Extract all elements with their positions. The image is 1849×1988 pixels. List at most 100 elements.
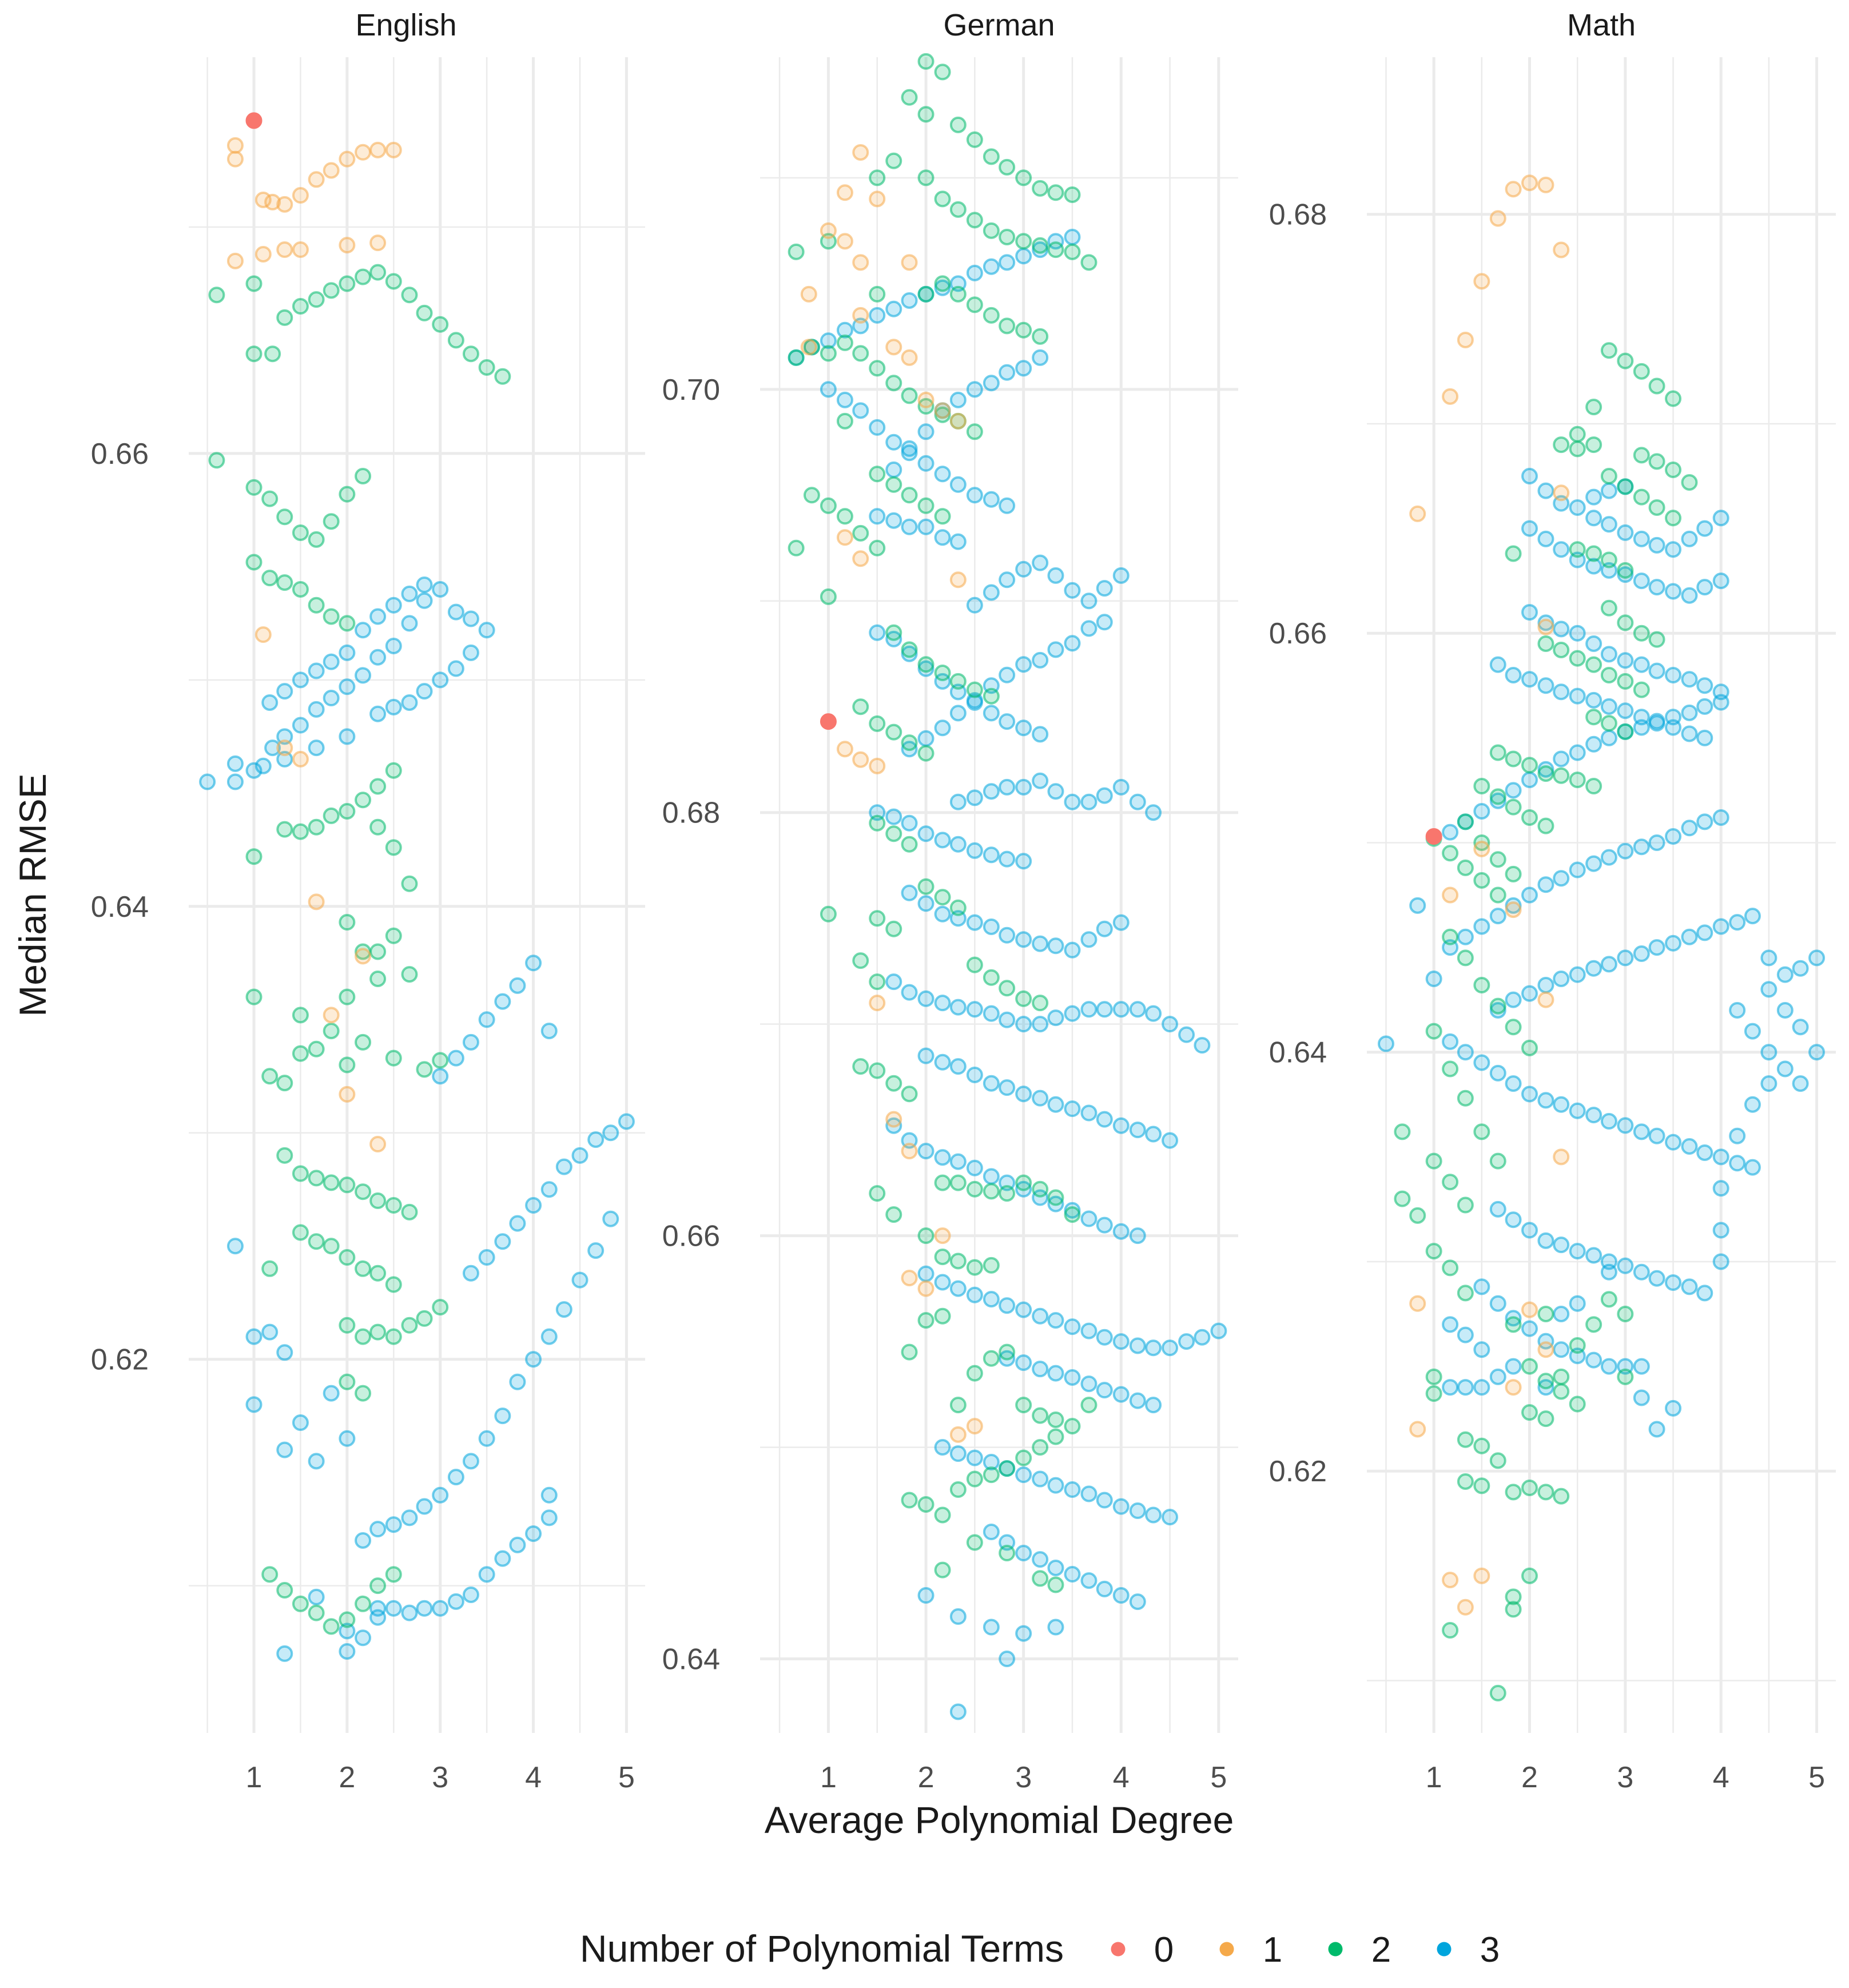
point-terms-3 bbox=[1600, 1113, 1617, 1130]
point-terms-3 bbox=[276, 728, 293, 745]
point-terms-2 bbox=[869, 1062, 886, 1079]
point-terms-2 bbox=[385, 762, 402, 779]
point-terms-3 bbox=[1600, 482, 1617, 499]
point-terms-2 bbox=[1489, 788, 1506, 805]
point-terms-3 bbox=[1409, 897, 1426, 914]
point-terms-3 bbox=[509, 1536, 526, 1553]
point-terms-3 bbox=[462, 1033, 479, 1051]
point-terms-2 bbox=[355, 1183, 372, 1200]
point-terms-1 bbox=[1489, 210, 1506, 227]
point-terms-2 bbox=[966, 1534, 983, 1551]
point-terms-2 bbox=[261, 1068, 279, 1085]
point-terms-3 bbox=[1112, 914, 1130, 931]
point-terms-2 bbox=[339, 1176, 356, 1194]
point-terms-2 bbox=[1047, 1189, 1064, 1206]
point-terms-2 bbox=[1064, 186, 1081, 203]
point-terms-3 bbox=[934, 905, 951, 923]
point-terms-3 bbox=[917, 423, 935, 440]
point-terms-3 bbox=[1047, 567, 1064, 584]
point-terms-3 bbox=[983, 1291, 1000, 1308]
point-terms-2 bbox=[385, 1196, 402, 1214]
point-terms-3 bbox=[1032, 1470, 1049, 1488]
point-terms-1 bbox=[369, 234, 387, 252]
point-terms-2 bbox=[1032, 180, 1049, 197]
point-terms-3 bbox=[1681, 530, 1698, 547]
point-terms-3 bbox=[1569, 1295, 1586, 1312]
point-terms-3 bbox=[966, 381, 983, 398]
point-terms-3 bbox=[447, 1469, 464, 1486]
point-terms-2 bbox=[1457, 1285, 1474, 1302]
point-terms-1 bbox=[852, 144, 869, 161]
point-terms-3 bbox=[602, 1210, 619, 1227]
point-terms-3 bbox=[245, 1396, 263, 1413]
point-terms-3 bbox=[1145, 804, 1162, 821]
point-terms-3 bbox=[949, 1703, 967, 1720]
point-terms-3 bbox=[934, 529, 951, 546]
point-terms-2 bbox=[1553, 641, 1570, 658]
point-terms-3 bbox=[1015, 560, 1032, 578]
y-tick-label: 0.64 bbox=[662, 1643, 720, 1676]
data-points bbox=[1377, 174, 1826, 1701]
point-terms-2 bbox=[1521, 1404, 1538, 1421]
legend-key-2 bbox=[1328, 1942, 1343, 1957]
point-terms-3 bbox=[1681, 928, 1698, 945]
point-terms-2 bbox=[1585, 778, 1603, 795]
point-terms-3 bbox=[1442, 1379, 1459, 1396]
point-terms-3 bbox=[1047, 1477, 1064, 1494]
point-terms-3 bbox=[1096, 787, 1113, 804]
point-terms-3 bbox=[276, 683, 293, 700]
point-terms-2 bbox=[339, 1249, 356, 1266]
point-terms-3 bbox=[1015, 1016, 1032, 1033]
point-terms-2 bbox=[292, 1595, 309, 1612]
point-terms-1 bbox=[1537, 1341, 1554, 1358]
point-terms-3 bbox=[1553, 1306, 1570, 1322]
point-terms-3 bbox=[1129, 1392, 1146, 1409]
point-terms-3 bbox=[1145, 1397, 1162, 1414]
point-terms-2 bbox=[917, 878, 935, 895]
point-terms-2 bbox=[1457, 1196, 1474, 1214]
point-terms-2 bbox=[1032, 1439, 1049, 1456]
point-terms-2 bbox=[323, 513, 340, 530]
point-terms-3 bbox=[1712, 1222, 1729, 1239]
point-terms-3 bbox=[966, 842, 983, 859]
point-terms-1 bbox=[949, 1426, 967, 1443]
point-terms-3 bbox=[478, 622, 495, 639]
point-terms-3 bbox=[1585, 735, 1603, 753]
point-terms-2 bbox=[355, 1385, 372, 1402]
panel-english: English 1 2 3 4 5 0.62 0.64 0.66 bbox=[91, 8, 645, 1794]
point-terms-3 bbox=[1129, 1122, 1146, 1139]
point-terms-3 bbox=[983, 1524, 1000, 1541]
point-terms-2 bbox=[1505, 1484, 1522, 1501]
point-terms-3 bbox=[1553, 1096, 1570, 1113]
point-terms-3 bbox=[1600, 1358, 1617, 1375]
point-terms-3 bbox=[1585, 1107, 1603, 1124]
point-terms-1 bbox=[901, 1270, 918, 1287]
point-terms-2 bbox=[245, 479, 263, 496]
point-terms-3 bbox=[1096, 1329, 1113, 1346]
point-terms-3 bbox=[1112, 1223, 1130, 1240]
point-terms-2 bbox=[1665, 390, 1682, 407]
point-terms-3 bbox=[1442, 1033, 1459, 1050]
point-terms-3 bbox=[820, 332, 837, 349]
point-terms-2 bbox=[1394, 1190, 1411, 1207]
point-terms-3 bbox=[385, 1516, 402, 1533]
point-terms-3 bbox=[339, 678, 356, 695]
point-terms-2 bbox=[901, 1086, 918, 1103]
point-terms-3 bbox=[308, 1588, 325, 1605]
point-terms-2 bbox=[983, 222, 1000, 239]
point-terms-3 bbox=[276, 750, 293, 768]
point-terms-1 bbox=[355, 144, 372, 161]
point-terms-2 bbox=[1457, 1473, 1474, 1490]
point-terms-2 bbox=[1015, 321, 1032, 339]
point-terms-2 bbox=[369, 943, 387, 960]
point-terms-3 bbox=[1162, 1016, 1179, 1033]
point-terms-2 bbox=[323, 282, 340, 299]
point-terms-3 bbox=[1585, 1351, 1603, 1369]
x-tick-label: 3 bbox=[432, 1761, 448, 1794]
point-terms-3 bbox=[983, 846, 1000, 864]
point-terms-3 bbox=[478, 1566, 495, 1583]
point-terms-3 bbox=[1064, 1005, 1081, 1022]
point-terms-2 bbox=[1553, 1383, 1570, 1400]
point-terms-3 bbox=[966, 914, 983, 931]
point-terms-2 bbox=[355, 1595, 372, 1612]
